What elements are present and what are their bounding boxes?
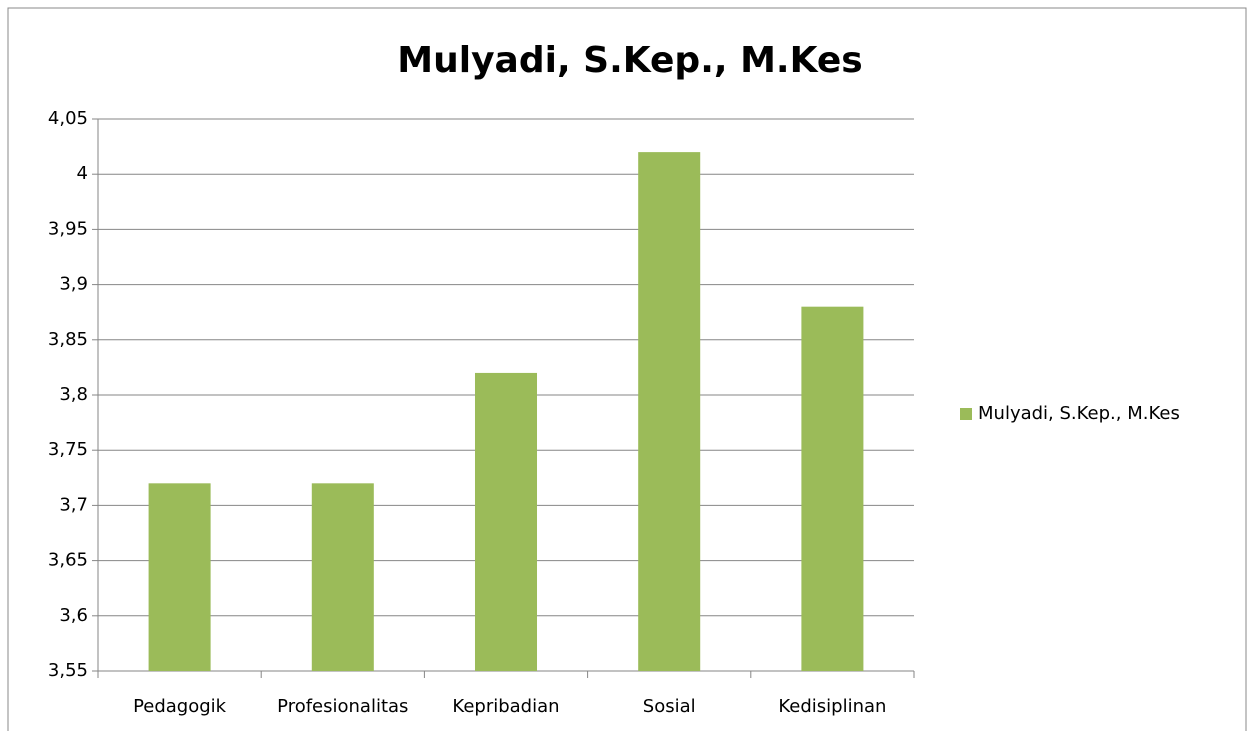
x-tick-label: Sosial (643, 696, 696, 717)
legend-label: Mulyadi, S.Kep., M.Kes (978, 403, 1180, 424)
bar (801, 306, 864, 671)
bar (311, 483, 374, 671)
x-tick-label: Profesionalitas (277, 696, 408, 717)
y-tick-label: 4 (77, 163, 88, 184)
y-tick-label: 3,95 (48, 218, 88, 239)
y-tick-label: 3,9 (59, 274, 88, 295)
bar (148, 483, 211, 671)
chart-frame (7, 7, 1247, 731)
y-tick-label: 3,55 (48, 660, 88, 681)
y-tick-label: 3,75 (48, 439, 88, 460)
chart-title: Mulyadi, S.Kep., M.Kes (397, 40, 862, 81)
y-tick-label: 3,65 (48, 550, 88, 571)
y-tick-label: 3,7 (59, 494, 88, 515)
legend-swatch (960, 408, 972, 420)
y-tick-label: 4,05 (48, 108, 88, 129)
y-tick-label: 3,8 (59, 384, 88, 405)
y-tick-label: 3,85 (48, 329, 88, 350)
y-tick-label: 3,6 (59, 605, 88, 626)
x-tick-label: Kepribadian (452, 696, 559, 717)
bar (474, 372, 538, 671)
bar (638, 152, 701, 671)
x-tick-label: Pedagogik (133, 696, 227, 717)
x-tick-label: Kedisiplinan (778, 696, 886, 717)
